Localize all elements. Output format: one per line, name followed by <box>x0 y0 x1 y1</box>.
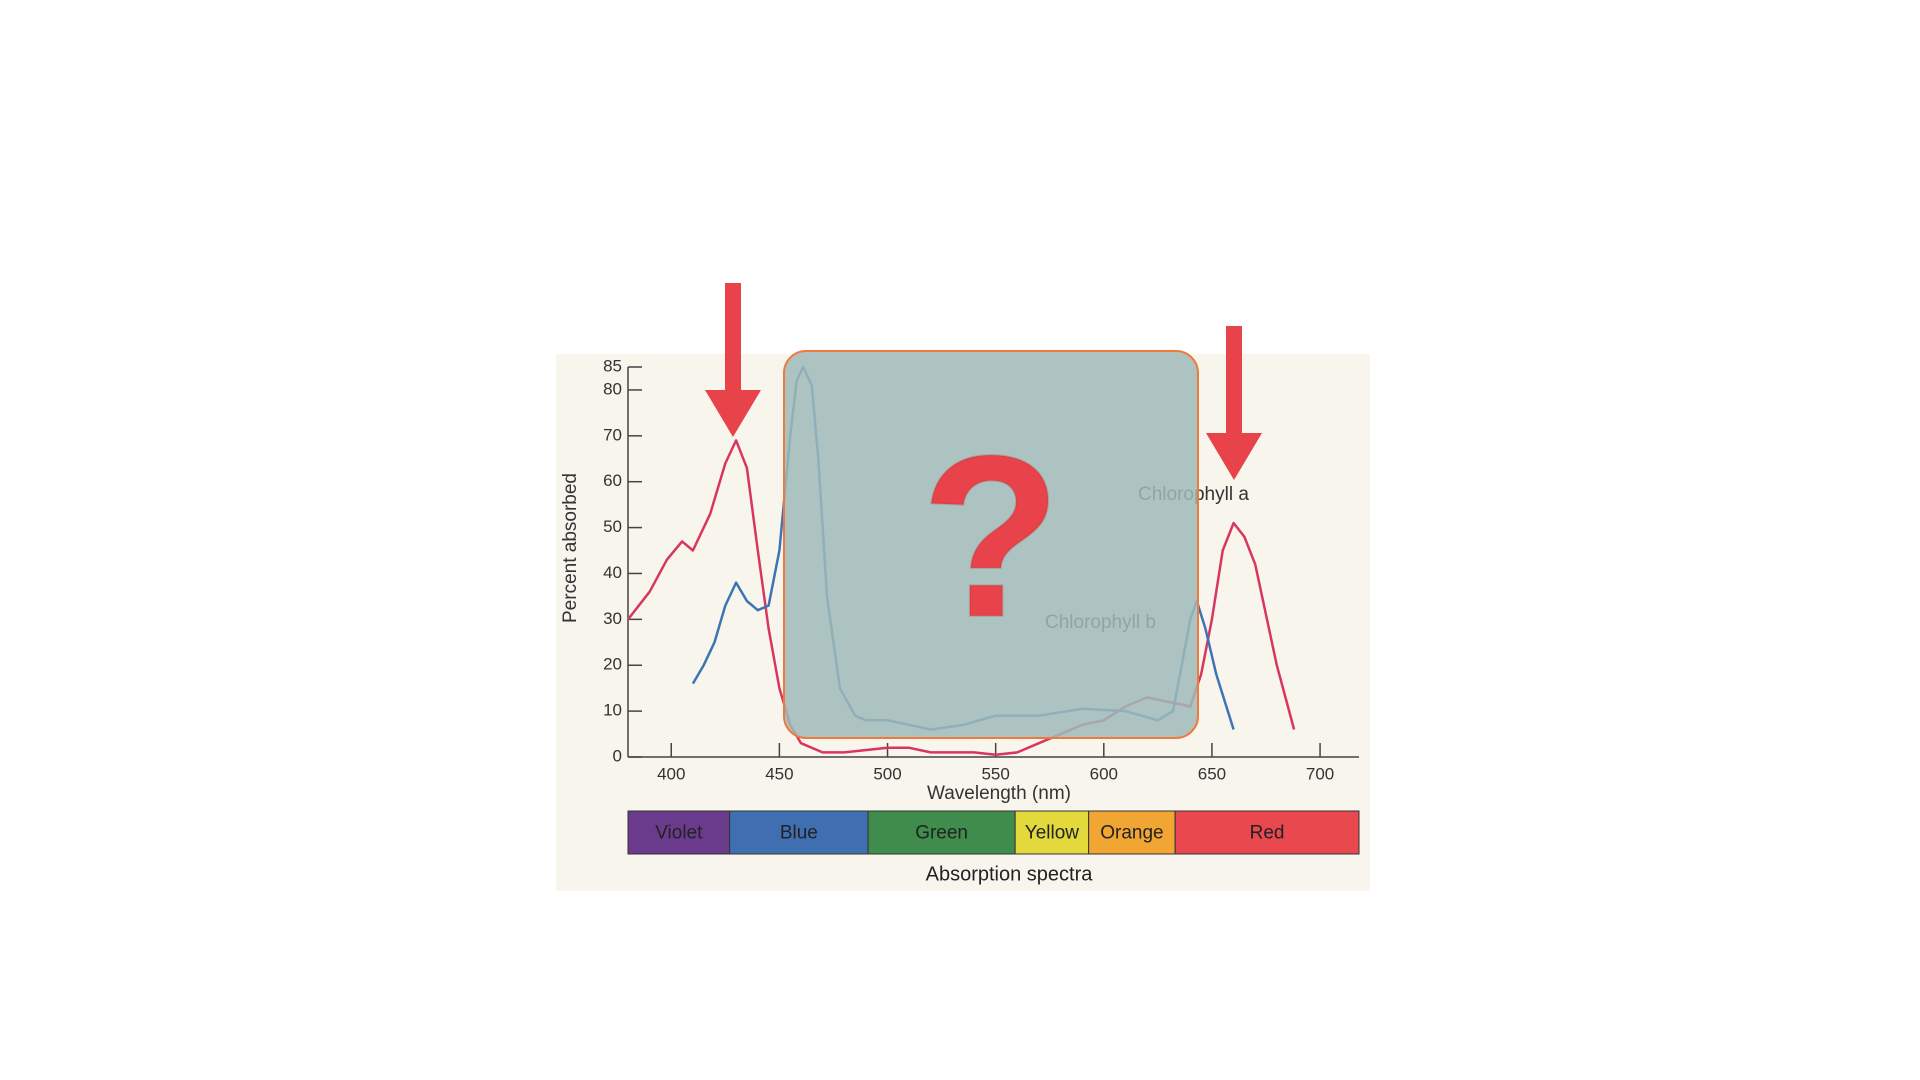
x-tick-label: 650 <box>1198 764 1226 783</box>
plot: 0 10 20 30 40 50 60 70 80 85 400 450 500 550 600 650 700… <box>560 356 1360 885</box>
spectrum-band <box>1088 810 1176 855</box>
arrow-head <box>1206 433 1262 480</box>
y-tick-label: 40 <box>603 563 622 582</box>
y-tick-label: 10 <box>603 701 622 720</box>
x-tick-label: 700 <box>1306 764 1334 783</box>
y-tick-label: 30 <box>603 609 622 628</box>
x-tick-label: 400 <box>657 764 685 783</box>
caption: Absorption spectra <box>926 863 1094 885</box>
spectrum-band <box>1014 810 1090 855</box>
arrow-shaft <box>725 283 741 393</box>
y-tick-label: 60 <box>603 471 622 490</box>
series-line <box>627 439 1296 756</box>
x-tick-label: 600 <box>1090 764 1118 783</box>
y-tick-label: 80 <box>603 379 622 398</box>
spectrum-label: Violet <box>655 823 703 844</box>
arrow-left <box>705 283 761 437</box>
spectrum-label: Red <box>1250 823 1285 844</box>
arrow-shaft <box>1226 326 1242 436</box>
overlay-box <box>783 350 1199 739</box>
y-tick-label: 20 <box>603 655 622 674</box>
arrow-right <box>1206 326 1262 480</box>
spectrum-label: Green <box>915 823 968 844</box>
y-tick-label: 85 <box>603 356 622 375</box>
x-tick-label: 550 <box>981 764 1009 783</box>
spectrum-label: Orange <box>1100 823 1163 844</box>
x-axis-label: Wavelength (nm) <box>927 783 1071 804</box>
y-axis-label: Percent absorbed <box>560 473 581 623</box>
spectrum-band <box>729 810 869 855</box>
x-tick-label: 500 <box>873 764 901 783</box>
y-tick-label: 50 <box>603 517 622 536</box>
y-tick-label: 70 <box>603 425 622 444</box>
question-mark: ? <box>921 408 1062 665</box>
spectrum-label: Yellow <box>1025 823 1080 844</box>
spectrum-band <box>627 810 731 855</box>
spectrum-band <box>867 810 1016 855</box>
y-tick-label: 0 <box>613 746 622 765</box>
x-tick-label: 450 <box>765 764 793 783</box>
spectrum-label: Blue <box>780 823 818 844</box>
spectrum-band <box>1174 810 1360 855</box>
arrow-head <box>705 390 761 437</box>
